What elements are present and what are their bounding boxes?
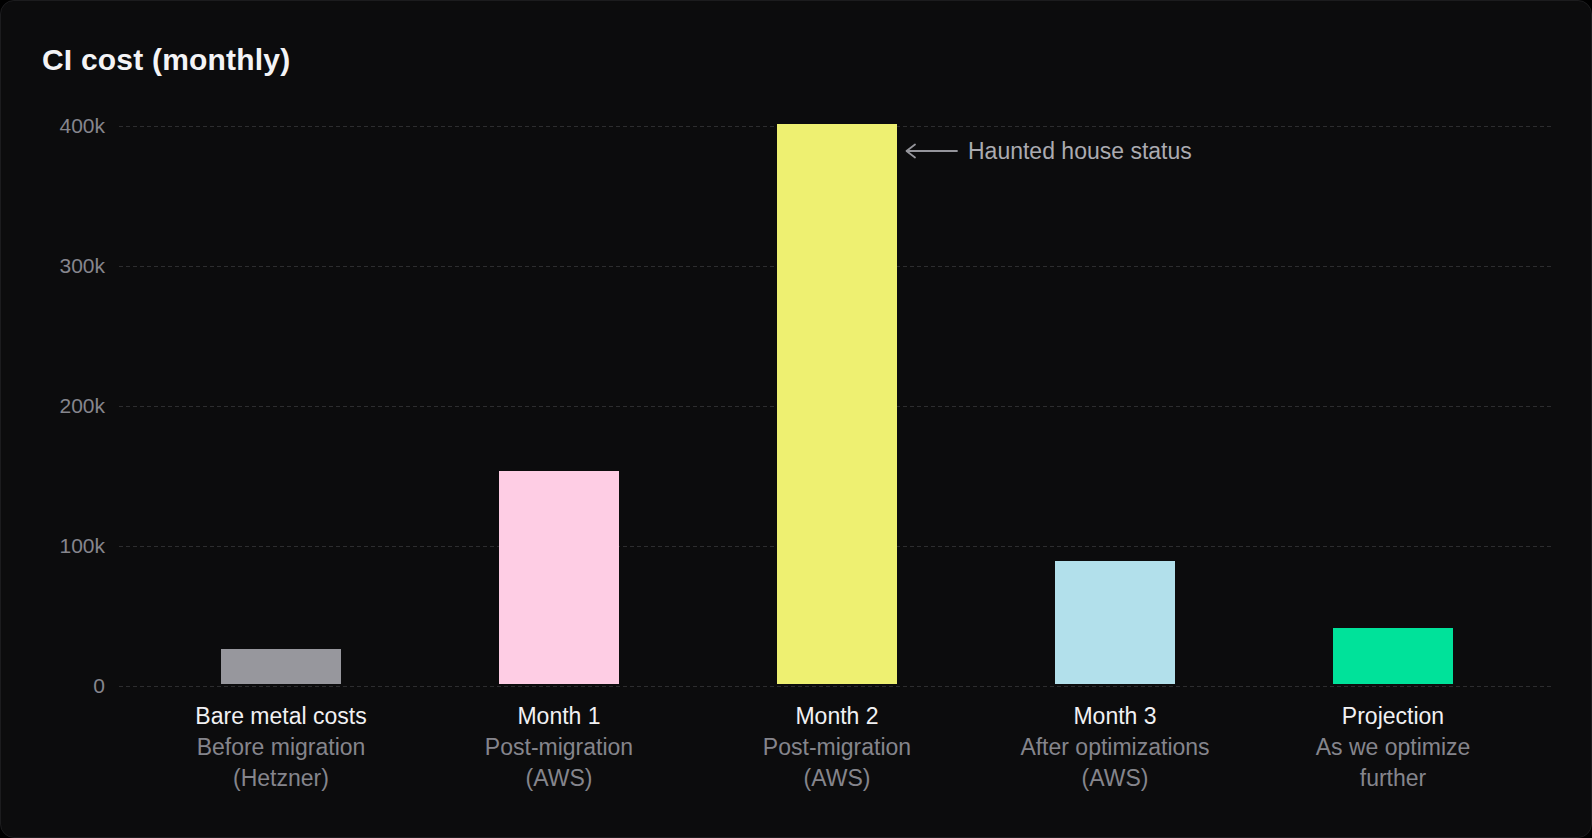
x-axis-label-group: Month 2 Post-migration (AWS) bbox=[697, 701, 977, 794]
y-tick-label: 400k bbox=[25, 112, 105, 140]
category-label: Month 2 bbox=[697, 701, 977, 732]
category-sublabel: After optimizations bbox=[975, 732, 1255, 763]
y-tick-label: 300k bbox=[25, 252, 105, 280]
y-tick-label: 200k bbox=[25, 392, 105, 420]
category-sublabel: (Hetzner) bbox=[141, 763, 421, 794]
category-label: Bare metal costs bbox=[141, 701, 421, 732]
left-arrow-icon bbox=[904, 141, 958, 161]
y-tick-label: 0 bbox=[25, 672, 105, 700]
chart-title: CI cost (monthly) bbox=[42, 43, 290, 77]
category-sublabel: (AWS) bbox=[697, 763, 977, 794]
x-axis-label-group: Month 1 Post-migration (AWS) bbox=[419, 701, 699, 794]
category-sublabel: further bbox=[1253, 763, 1533, 794]
bar-projection bbox=[1333, 628, 1453, 684]
bar-month-3 bbox=[1055, 561, 1175, 684]
category-sublabel: As we optimize bbox=[1253, 732, 1533, 763]
category-sublabel: (AWS) bbox=[975, 763, 1255, 794]
category-sublabel: Post-migration bbox=[697, 732, 977, 763]
category-sublabel: Post-migration bbox=[419, 732, 699, 763]
category-label: Projection bbox=[1253, 701, 1533, 732]
y-tick-label: 100k bbox=[25, 532, 105, 560]
bar-month-2 bbox=[777, 124, 897, 684]
bar-bare-metal-costs bbox=[221, 649, 341, 684]
category-sublabel: (AWS) bbox=[419, 763, 699, 794]
bar-month-1 bbox=[499, 471, 619, 684]
x-axis-label-group: Projection As we optimize further bbox=[1253, 701, 1533, 794]
chart-card: CI cost (monthly) 400k 300k 200k 100k 0 … bbox=[0, 0, 1592, 838]
category-label: Month 3 bbox=[975, 701, 1255, 732]
gridline-0-baseline bbox=[119, 686, 1553, 687]
annotation-haunted-house: Haunted house status bbox=[904, 136, 1192, 166]
x-axis-label-group: Bare metal costs Before migration (Hetzn… bbox=[141, 701, 421, 794]
category-sublabel: Before migration bbox=[141, 732, 421, 763]
x-axis-label-group: Month 3 After optimizations (AWS) bbox=[975, 701, 1255, 794]
category-label: Month 1 bbox=[419, 701, 699, 732]
annotation-text: Haunted house status bbox=[968, 138, 1192, 165]
